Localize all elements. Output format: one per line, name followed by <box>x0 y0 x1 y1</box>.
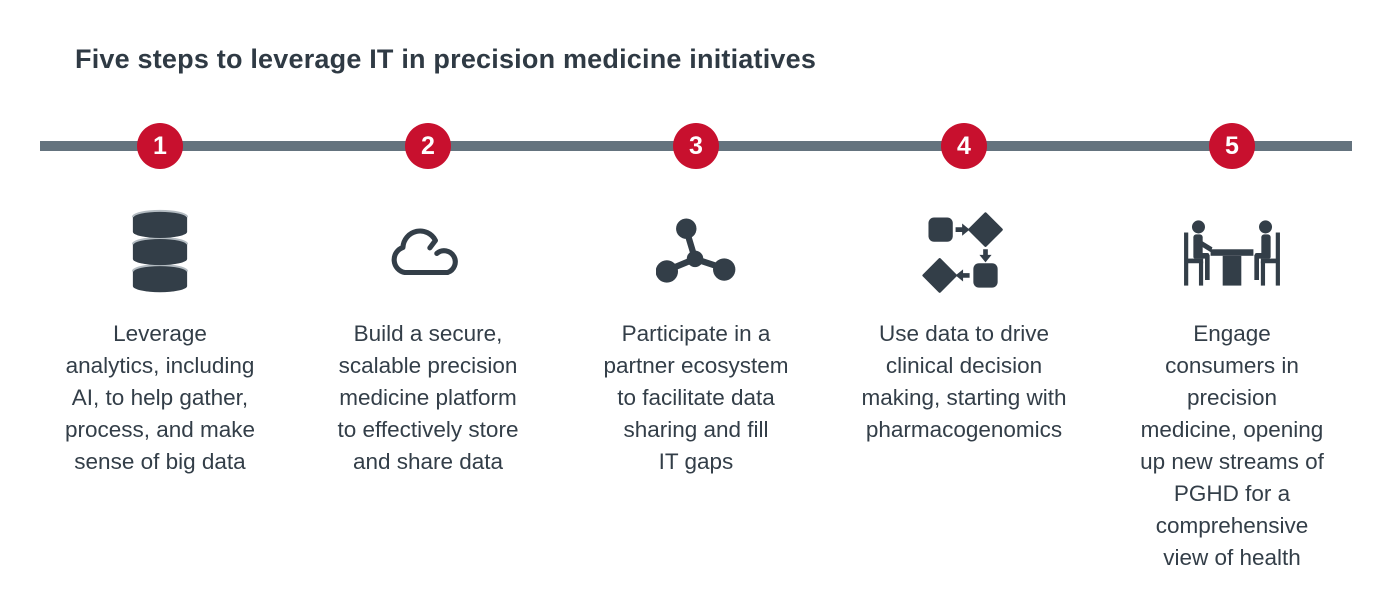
workflow-icon <box>921 205 1007 301</box>
step-description: Build a secure, scalable precision medic… <box>337 321 519 474</box>
step-description: Use data to drive clinical decision maki… <box>861 321 1067 442</box>
step-column-1: 1 Leverage analytics, including AI, to h… <box>26 123 294 574</box>
step-description: Leverage analytics, including AI, to hel… <box>64 321 256 474</box>
step-column-3: 3 Participate in a partner ecosystem to … <box>562 123 830 574</box>
meeting-table-icon <box>1178 205 1286 301</box>
step-number-badge: 3 <box>673 123 719 169</box>
step-column-2: 2 Build a secure, scalable precision med… <box>294 123 562 574</box>
step-number-badge: 5 <box>1209 123 1255 169</box>
step-number-badge: 1 <box>137 123 183 169</box>
cloud-icon <box>389 205 467 301</box>
steps-row: 1 Leverage analytics, including AI, to h… <box>26 123 1366 574</box>
database-icon <box>129 205 191 301</box>
step-column-4: 4 Use data to drive clinical decision ma… <box>830 123 1098 574</box>
page-title: Five steps to leverage IT in precision m… <box>75 44 817 74</box>
step-number-badge: 4 <box>941 123 987 169</box>
step-number-badge: 2 <box>405 123 451 169</box>
step-description: Participate in a partner ecosystem to fa… <box>603 321 789 474</box>
step-column-5: 5 <box>1098 123 1366 574</box>
network-nodes-icon <box>656 205 736 301</box>
step-description: Engage consumers in precision medicine, … <box>1140 321 1324 570</box>
